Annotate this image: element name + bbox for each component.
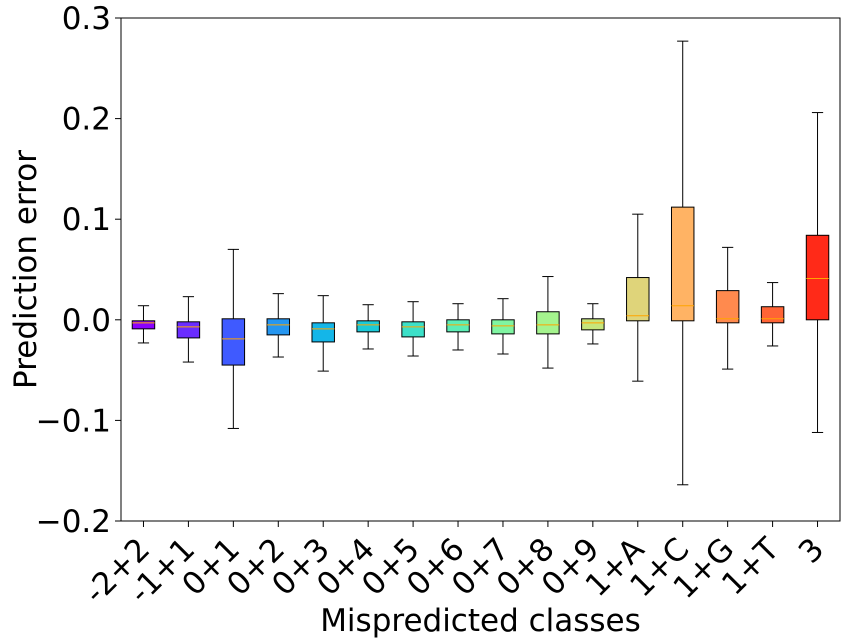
x-axis: -2+2-1+10+10+20+30+40+50+60+70+80+91+A1+… (77, 521, 831, 611)
y-tick-label: 0.3 (62, 1, 111, 37)
x-axis-title: Mispredicted classes (320, 603, 641, 639)
box-0+9 (581, 303, 605, 345)
box-body (446, 319, 470, 333)
plot-frame (120, 17, 841, 522)
box-0+4 (356, 304, 380, 350)
box-body (221, 318, 246, 366)
x-tick-label: 3 (792, 531, 831, 570)
box-1+T (760, 282, 785, 347)
box-body (266, 318, 291, 336)
box-body (491, 319, 515, 335)
y-tick-label: −0.2 (36, 504, 111, 540)
box-body (670, 206, 695, 322)
boxes-layer (131, 40, 830, 486)
y-tick-label: 0.0 (62, 303, 111, 339)
box-0+6 (446, 303, 470, 351)
box--1+1 (176, 296, 201, 363)
box-body (760, 306, 785, 324)
box-body (311, 322, 335, 343)
box-body (805, 234, 830, 321)
box-body (176, 321, 201, 339)
y-tick-label: 0.2 (62, 102, 111, 138)
box--2+2 (131, 305, 156, 344)
box-body (401, 321, 425, 338)
box-1+A (626, 213, 650, 382)
y-tick-label: −0.1 (36, 403, 111, 439)
box-3 (805, 112, 830, 433)
box-body (131, 320, 156, 330)
box-1+G (715, 246, 740, 370)
box-body (356, 320, 380, 333)
y-axis: −0.2 −0.1 0.0 0.1 0.2 0.3 (36, 1, 121, 540)
box-0+2 (266, 293, 291, 358)
y-axis-title: Prediction error (8, 150, 44, 389)
box-body (581, 318, 605, 331)
box-body (715, 290, 740, 324)
box-body (626, 277, 650, 322)
box-0+8 (536, 276, 560, 369)
box-0+7 (491, 298, 515, 355)
y-tick-label: 0.1 (62, 202, 111, 238)
box-1+C (670, 40, 695, 486)
box-body (536, 311, 560, 335)
box-0+1 (221, 248, 246, 429)
box-0+5 (401, 301, 425, 357)
box-0+3 (311, 295, 335, 372)
